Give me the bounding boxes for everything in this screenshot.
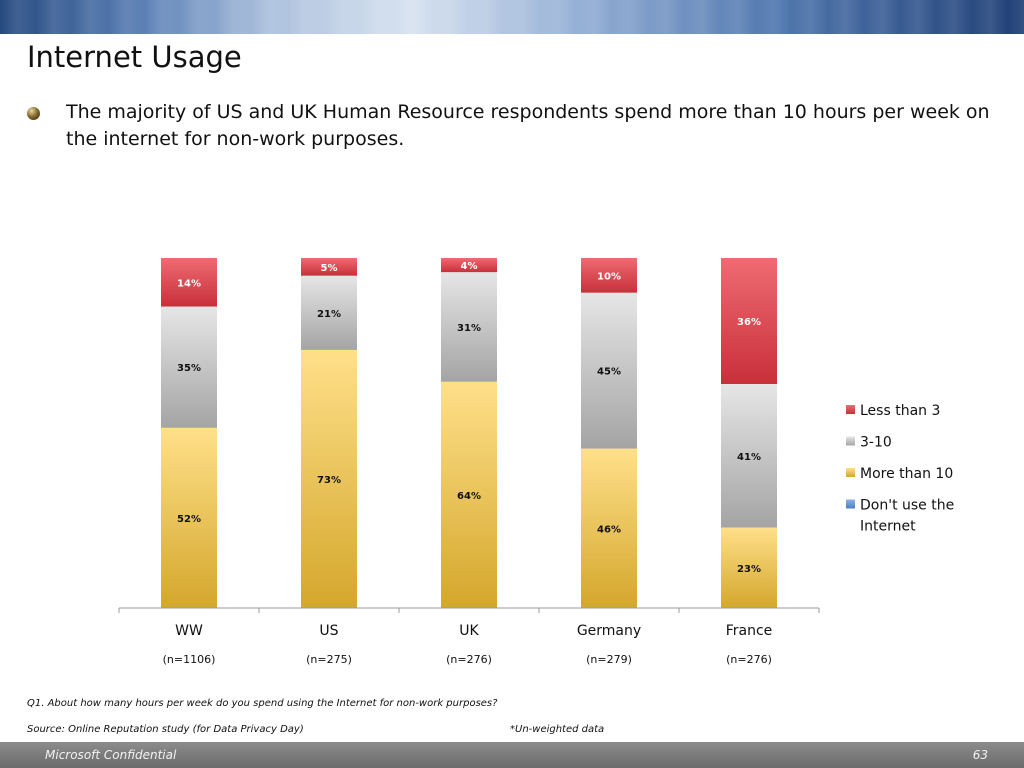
bullet-text: The majority of US and UK Human Resource… [66, 101, 990, 150]
bar-uk-more-than-10 [441, 381, 497, 608]
question-footnote: Q1. About how many hours per week do you… [27, 698, 498, 709]
source-footnote: Source: Online Reputation study (for Dat… [27, 724, 304, 735]
data-label-ww-less-than-3: 14% [177, 278, 201, 289]
data-label-france-less-than-3: 36% [737, 317, 761, 328]
legend-label-don-t-use-the-internet: Don't use the Internet [860, 498, 954, 535]
bar-us-3-10 [301, 275, 357, 350]
legend-swatch-less-than-3 [846, 405, 855, 414]
bar-us-more-than-10 [301, 349, 357, 608]
legend-swatch-don-t-use-the-internet [846, 499, 855, 509]
header-banner [0, 0, 1024, 34]
legend: Less than 3 3-10 More than 10 Don't use the… [846, 403, 954, 535]
bar-ww-more-than-10 [161, 427, 217, 608]
bar-france-more-than-10 [721, 527, 777, 608]
legend-label-less-than-3: Less than 3 [860, 403, 940, 419]
data-label-us-more-than-10: 73% [317, 475, 341, 486]
data-label-ww-3-10: 35% [177, 363, 201, 374]
bullet-icon [27, 107, 40, 120]
data-label-germany-more-than-10: 46% [597, 524, 621, 535]
slide-title: Internet Usage [27, 40, 242, 74]
bar-germany-3-10 [581, 292, 637, 449]
bars-group: 52% 35% 14% 73% 21% 5% 64% 31% 4% 46% 45% 10% 23% 41%… [161, 258, 777, 608]
category-label-germany: Germany [577, 623, 641, 639]
bar-germany-more-than-10 [581, 448, 637, 608]
data-label-uk-less-than-3: 4% [461, 261, 478, 272]
bar-france-less-than-3 [721, 258, 777, 384]
legend-label-more-than-10: More than 10 [860, 466, 953, 482]
confidential-label: Microsoft Confidential [45, 748, 177, 762]
legend-swatch-3-10 [846, 436, 855, 446]
category-label-uk: UK [459, 623, 479, 639]
category-label-france: France [726, 623, 773, 639]
footer-bar: Microsoft Confidential 63 [0, 742, 1024, 768]
sample-size-germany: (n=279) [586, 653, 632, 666]
sample-size-france: (n=276) [726, 653, 772, 666]
bar-uk-less-than-3 [441, 258, 497, 273]
bar-ww-3-10 [161, 306, 217, 428]
header-banner-texture [0, 0, 1024, 34]
bar-france-3-10 [721, 384, 777, 528]
category-label-us: US [319, 623, 338, 639]
data-label-ww-more-than-10: 52% [177, 514, 201, 525]
bar-germany-less-than-3 [581, 258, 637, 293]
data-label-uk-3-10: 31% [457, 323, 481, 334]
data-label-germany-3-10: 45% [597, 367, 621, 378]
data-label-us-3-10: 21% [317, 309, 341, 320]
data-label-uk-more-than-10: 64% [457, 491, 481, 502]
data-label-germany-less-than-3: 10% [597, 271, 621, 282]
data-label-france-3-10: 41% [737, 452, 761, 463]
stacked-bar-chart: 52% 35% 14% 73% 21% 5% 64% 31% 4% 46% 45% 10% 23% 41%… [118, 258, 954, 666]
legend-swatch-more-than-10 [846, 468, 855, 477]
bar-uk-3-10 [441, 272, 497, 382]
data-label-france-more-than-10: 23% [737, 564, 761, 575]
x-axis: WW (n=1106) US (n=275) UK (n=276) Germany (n=27… [118, 607, 820, 666]
unweighted-note: *Un-weighted data [510, 724, 605, 735]
page-number: 63 [972, 748, 988, 762]
sample-size-uk: (n=276) [446, 653, 492, 666]
category-label-ww: WW [175, 623, 203, 639]
legend-label-3-10: 3-10 [860, 435, 892, 451]
sample-size-ww: (n=1106) [163, 653, 216, 666]
data-label-us-less-than-3: 5% [321, 263, 338, 274]
sample-size-us: (n=275) [306, 653, 352, 666]
bar-us-less-than-3 [301, 258, 357, 276]
bar-ww-less-than-3 [161, 258, 217, 307]
